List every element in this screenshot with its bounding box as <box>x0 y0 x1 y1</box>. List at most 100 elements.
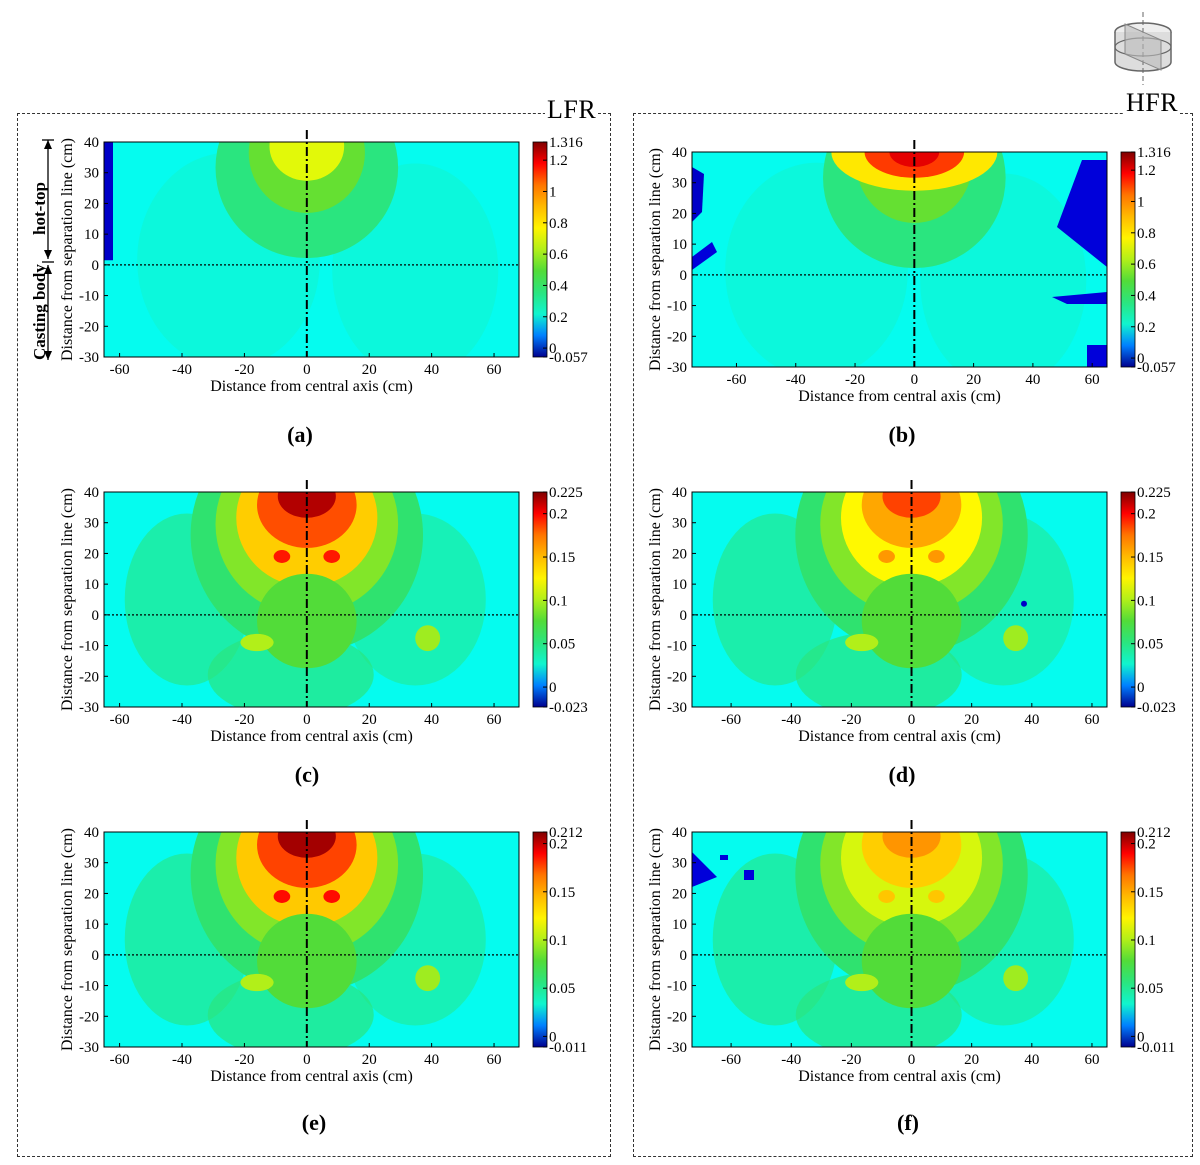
field-blob <box>240 633 274 652</box>
x-tick-label: -20 <box>234 362 254 378</box>
x-axis-label: Distance from central axis (cm) <box>798 728 1001 745</box>
x-tick-label: 20 <box>964 712 979 728</box>
colorbar-label: 0.225 <box>1137 485 1171 501</box>
casting-body-label: Casting body <box>30 264 49 360</box>
x-tick-label: -60 <box>726 372 746 388</box>
y-axis-label: Distance from separation line (cm) <box>647 828 664 1051</box>
field-blob <box>323 550 341 563</box>
y-tick-label: -20 <box>79 669 99 685</box>
panel-a: -60 -40 -20 0 20 40 60 40 30 20 10 0 -10 -20 -30 Distan… <box>52 130 622 420</box>
x-tick-label: 60 <box>487 362 502 378</box>
field-blob <box>928 890 945 903</box>
x-tick-label: 60 <box>487 1052 502 1068</box>
colorbar-label: 1 <box>1137 194 1145 210</box>
colorbar-label: 0.05 <box>549 981 575 997</box>
y-tick-label: 30 <box>672 176 687 192</box>
y-tick-label: -30 <box>79 700 99 716</box>
x-tick-label: -60 <box>721 712 741 728</box>
y-tick-label: 40 <box>84 825 99 841</box>
colorbar-label: 1.316 <box>1137 145 1171 161</box>
x-tick-label: -40 <box>781 712 801 728</box>
caption-f: (f) <box>897 1110 919 1135</box>
x-tick-label: 20 <box>966 372 981 388</box>
colorbar-label: 0 <box>1137 1029 1145 1045</box>
x-tick-label: 0 <box>908 712 916 728</box>
y-tick-label: 40 <box>84 485 99 501</box>
field-blob <box>273 550 291 563</box>
y-tick-label: -30 <box>667 1040 687 1056</box>
colorbar-label: 0.2 <box>549 310 568 326</box>
field-patch <box>1057 160 1107 267</box>
y-tick-label: 20 <box>84 196 99 212</box>
colorbar-label: -0.011 <box>1137 1040 1175 1056</box>
colorbar-label: 0.8 <box>549 216 568 232</box>
colorbar-label: 0.15 <box>549 550 575 566</box>
y-tick-label: 0 <box>92 608 100 624</box>
x-tick-label: -60 <box>110 712 130 728</box>
field-blob <box>273 890 291 903</box>
field-patch <box>692 242 717 270</box>
x-axis-label: Distance from central axis (cm) <box>798 1068 1001 1085</box>
x-tick-label: 20 <box>362 1052 377 1068</box>
x-tick-label: 40 <box>424 712 439 728</box>
y-tick-label: -20 <box>667 329 687 345</box>
y-tick-label: 40 <box>672 145 687 161</box>
y-tick-label: 10 <box>672 917 687 933</box>
y-tick-label: -10 <box>79 289 99 305</box>
caption-c: (c) <box>294 762 320 787</box>
colorbar-label: -0.023 <box>1137 700 1176 716</box>
side-bracket <box>42 139 54 360</box>
y-tick-label: 30 <box>84 516 99 532</box>
plot-frame <box>691 151 1108 368</box>
heatmap-d: -60 -40 -20 0 20 40 60403020100-10-20-30Distan… <box>647 480 1176 745</box>
colorbar-label: 0.15 <box>1137 550 1163 566</box>
y-axis-label: Distance from separation line (cm) <box>647 148 664 371</box>
panel-f: -60 -40 -20 0 20 40 60 40 30 20 10 0 -10 -20 -30 Distan… <box>640 820 1200 1110</box>
y-tick-label: -10 <box>667 299 687 315</box>
group-title-left: LFR <box>545 95 599 125</box>
field-blob <box>845 973 879 992</box>
colorbar-label: 0.15 <box>1137 885 1163 901</box>
x-tick-label: 60 <box>1085 372 1100 388</box>
field-patch <box>1087 345 1107 367</box>
y-tick-label: -30 <box>667 700 687 716</box>
caption-e: (e) <box>301 1110 327 1135</box>
colorbar-label: 0.6 <box>1137 257 1156 273</box>
heatmap-c: -60 -40 -20 0 20 40 60403020100-10-20-30Distan… <box>59 480 588 745</box>
x-tick-label: 40 <box>424 362 439 378</box>
x-tick-label: -20 <box>234 1052 254 1068</box>
field-blob <box>323 890 341 903</box>
y-tick-label: 10 <box>84 227 99 243</box>
colorbar-label: 0.2 <box>549 507 568 523</box>
x-axis-label: Distance from central axis (cm) <box>210 1068 413 1085</box>
colorbar-label: 0 <box>549 341 557 357</box>
y-tick-label: 0 <box>92 948 100 964</box>
heatmap-b: -60 -40 -20 0 20 40 60403020100-10-20-30Distan… <box>647 140 1176 405</box>
field-blob <box>415 965 441 992</box>
colorbar-label: 0.1 <box>1137 593 1156 609</box>
y-tick-label: -30 <box>667 360 687 376</box>
colorbar-label: 0 <box>549 680 557 696</box>
field-blob <box>415 625 441 652</box>
colorbar-label: 1.2 <box>549 153 568 169</box>
y-tick-label: -20 <box>667 669 687 685</box>
colorbar-label: 0.15 <box>549 885 575 901</box>
y-axis-label: Distance from separation line (cm) <box>59 828 76 1051</box>
colorbar-label: -0.023 <box>549 700 588 716</box>
x-tick-label: 40 <box>424 1052 439 1068</box>
colorbar-label: 0.4 <box>549 278 568 294</box>
y-axis-label: Distance from separation line (cm) <box>59 138 76 361</box>
y-tick-label: 30 <box>84 166 99 182</box>
y-tick-label: 10 <box>672 237 687 253</box>
x-tick-label: -20 <box>841 1052 861 1068</box>
y-tick-label: 10 <box>672 577 687 593</box>
group-title-right: HFR <box>1124 88 1181 118</box>
colorbar-label: 0.212 <box>1137 825 1171 841</box>
y-tick-label: 10 <box>84 917 99 933</box>
colorbar-label: 0 <box>549 1029 557 1045</box>
x-axis-label: Distance from central axis (cm) <box>210 728 413 745</box>
caption-a: (a) <box>287 422 313 447</box>
panel-e: -60 -40 -20 0 20 40 60 40 30 20 10 0 -10 -20 -30 Distan… <box>52 820 622 1110</box>
colorbar-label: -0.057 <box>1137 360 1176 376</box>
y-tick-label: 30 <box>84 856 99 872</box>
